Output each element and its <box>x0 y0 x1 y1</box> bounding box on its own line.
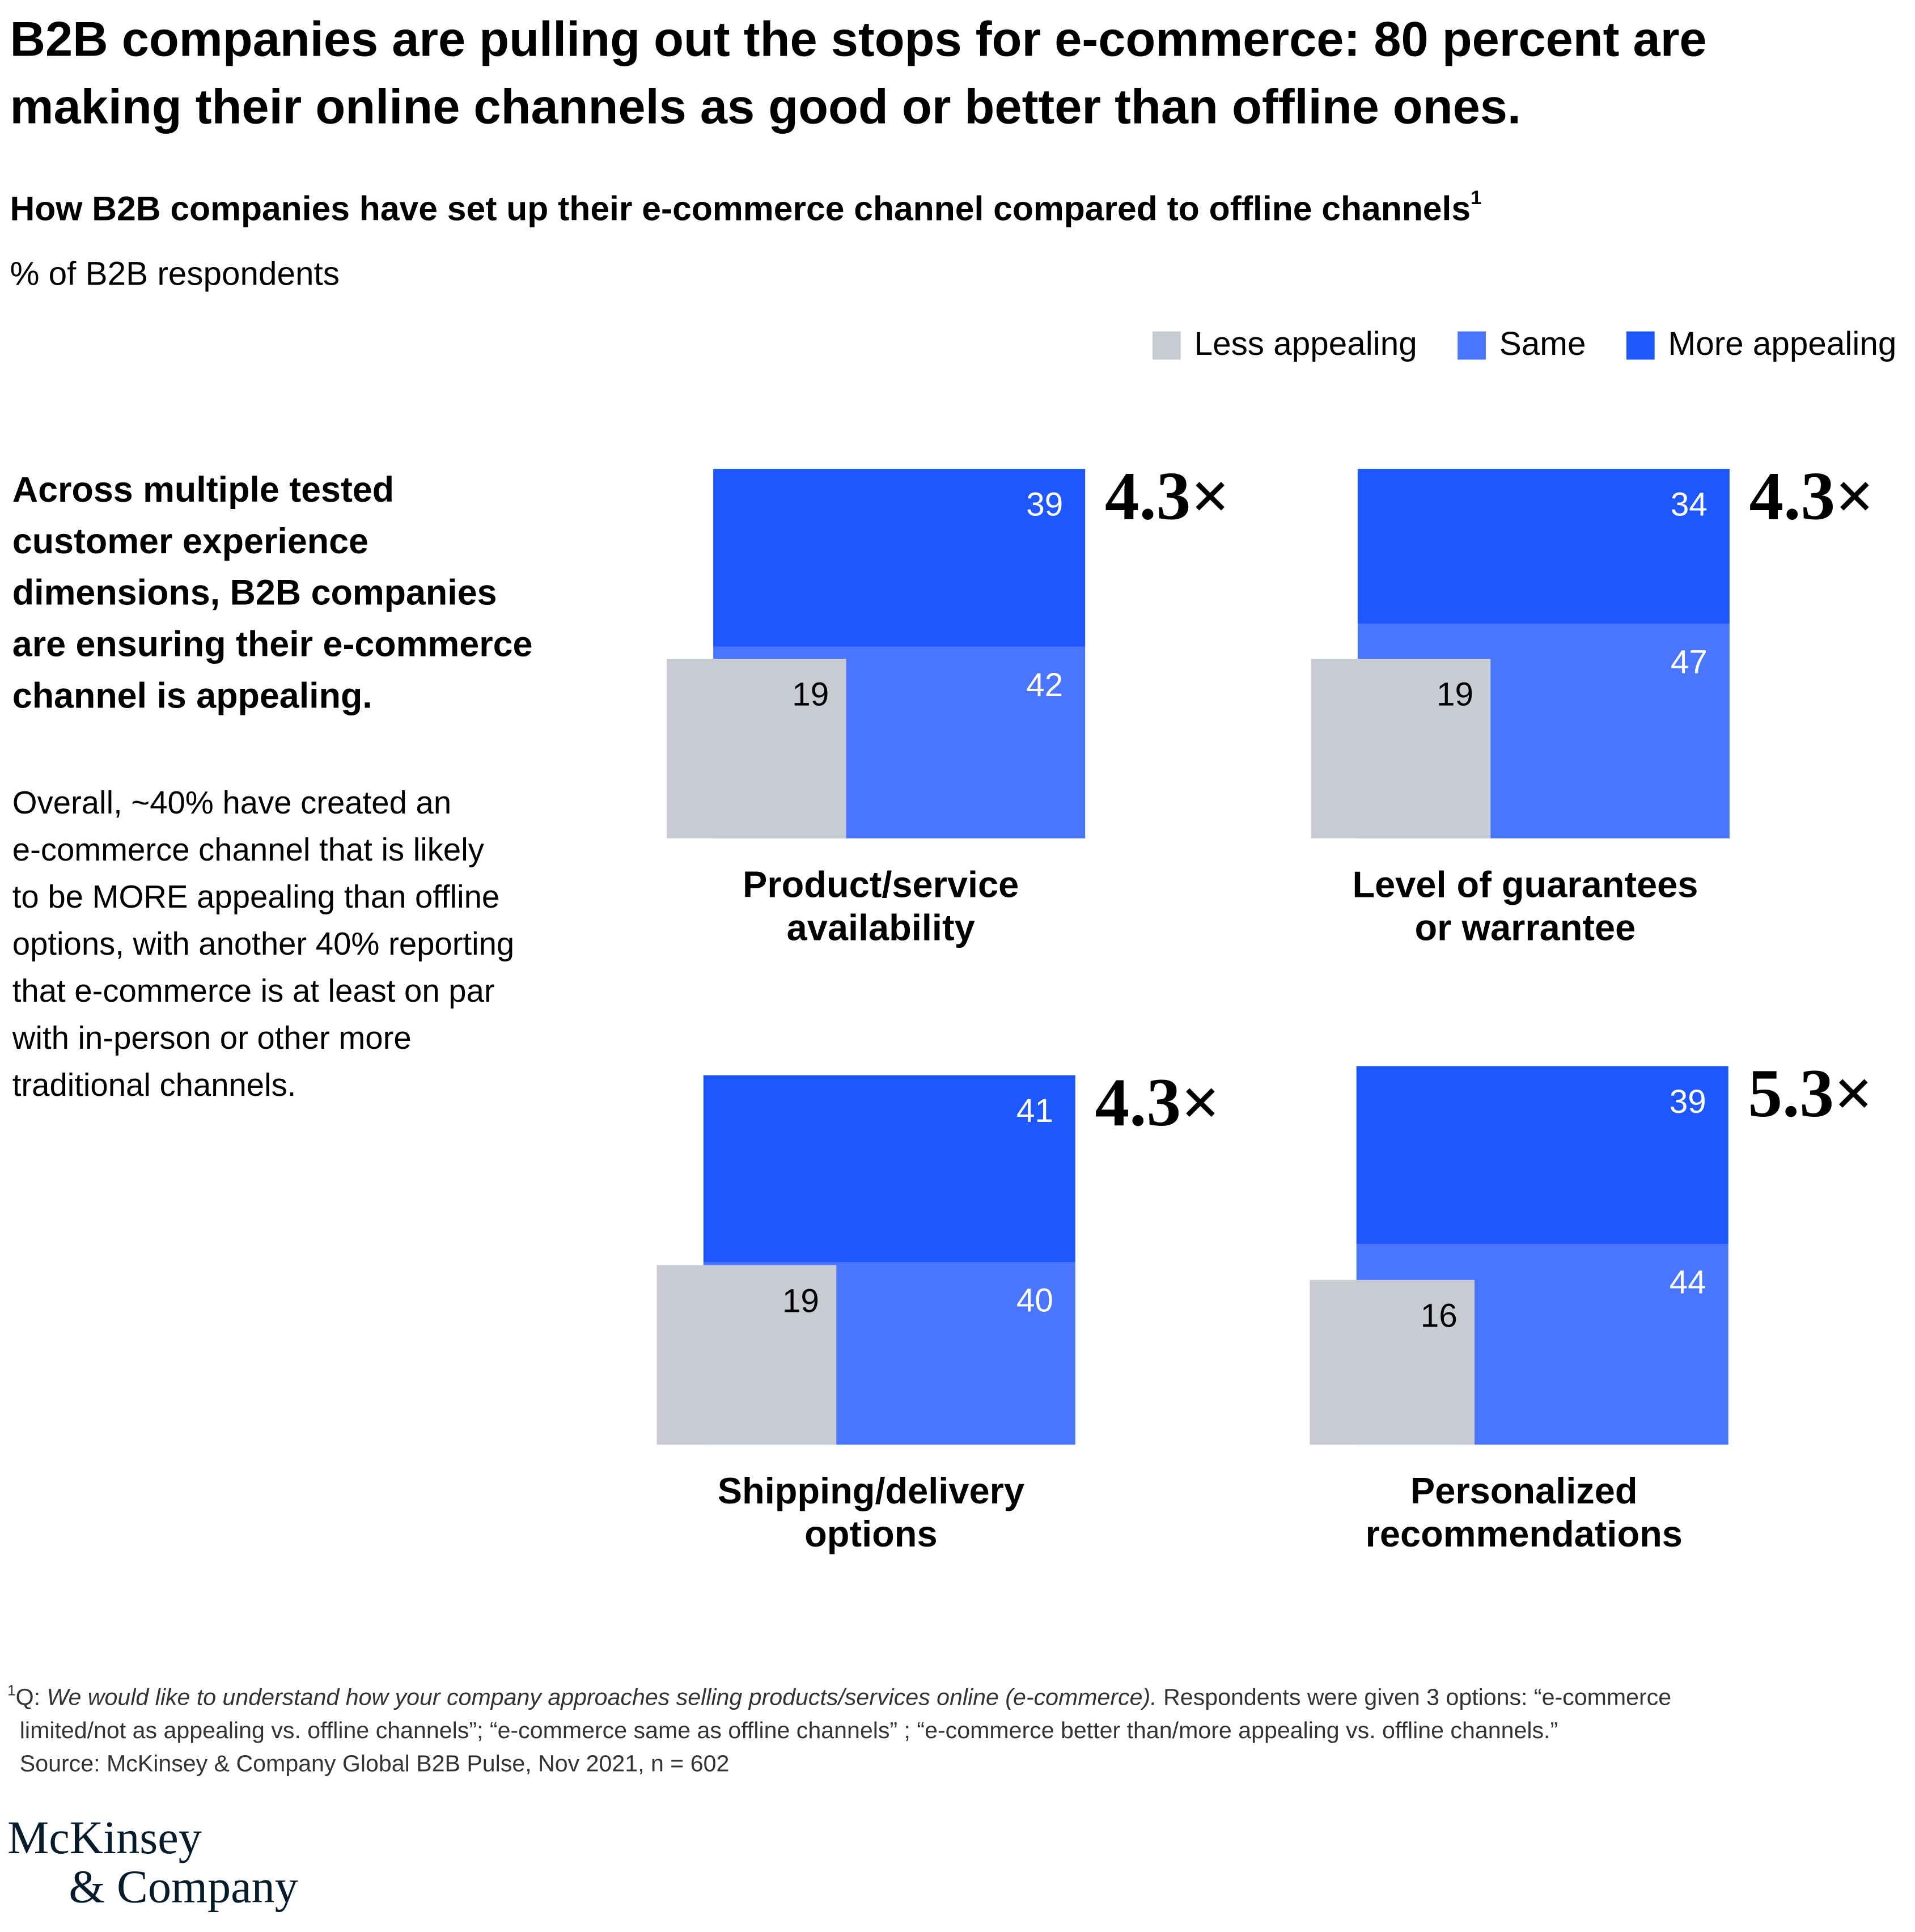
value-label: 19 <box>792 676 829 713</box>
category-label: options <box>804 1513 937 1554</box>
side-heading-line: customer experience <box>12 522 368 561</box>
side-body-line: to be MORE appealing than offline <box>12 879 499 914</box>
legend-label: Same <box>1499 325 1586 362</box>
side-body-line: with in-person or other more <box>12 1020 412 1056</box>
side-body-line: options, with another 40% reporting <box>12 926 514 961</box>
bar-more <box>1356 1066 1728 1244</box>
value-label: 47 <box>1671 644 1708 681</box>
footnote-line: limited/not as appealing vs. offline cha… <box>20 1717 1558 1743</box>
unit-label: % of B2B respondents <box>10 256 339 293</box>
legend-swatch <box>1626 331 1655 360</box>
value-label: 41 <box>1016 1092 1053 1129</box>
multiplier: 4.3× <box>1105 459 1230 535</box>
side-body-line: traditional channels. <box>12 1067 296 1103</box>
value-label: 40 <box>1016 1282 1053 1319</box>
bar-less <box>1311 659 1491 838</box>
footnote-text: Respondents were given 3 options: “e-com… <box>1157 1684 1671 1710</box>
footnote-question: We would like to understand how your com… <box>46 1684 1156 1710</box>
value-label: 34 <box>1671 486 1708 523</box>
logo-line: & Company <box>69 1861 298 1912</box>
subtitle-note: 1 <box>1471 187 1481 209</box>
legend-label: More appealing <box>1668 325 1897 362</box>
bar-less <box>656 1265 837 1445</box>
value-label: 19 <box>1437 676 1473 713</box>
title-line: B2B companies are pulling out the stops … <box>10 12 1706 67</box>
side-heading-line: are ensuring their e-commerce <box>12 625 533 664</box>
footnote-line: 1Q: We would like to understand how your… <box>7 1681 1671 1710</box>
side-body-line: e-commerce channel that is likely <box>12 832 485 867</box>
bar-more <box>703 1075 1075 1262</box>
side-body-line: that e-commerce is at least on par <box>12 973 495 1009</box>
multiplier: 5.3× <box>1748 1056 1873 1132</box>
category-label: Level of guarantees <box>1352 864 1698 905</box>
legend-label: Less appealing <box>1194 325 1417 362</box>
value-label: 19 <box>782 1282 819 1319</box>
side-heading-line: channel is appealing. <box>12 676 372 716</box>
subtitle-text: How B2B companies have set up their e-co… <box>10 189 1471 227</box>
category-label: Personalized <box>1410 1470 1638 1511</box>
legend-swatch <box>1458 331 1486 360</box>
bar-less <box>666 659 846 838</box>
bar-less <box>1310 1279 1475 1445</box>
footnote-prefix: Q: <box>16 1684 47 1710</box>
bar-more <box>713 469 1086 647</box>
legend-swatch <box>1152 331 1181 360</box>
category-label: Product/service <box>743 864 1019 905</box>
value-label: 44 <box>1670 1264 1706 1300</box>
bar-more <box>1357 469 1730 624</box>
value-label: 39 <box>1026 486 1063 523</box>
side-heading-line: Across multiple tested <box>12 470 394 510</box>
side-body-line: Overall, ~40% have created an <box>12 785 451 820</box>
category-label: or warrantee <box>1414 906 1636 948</box>
side-heading-line: dimensions, B2B companies <box>12 573 497 613</box>
value-label: 16 <box>1421 1297 1458 1334</box>
category-label: availability <box>787 906 975 948</box>
value-label: 42 <box>1026 667 1063 704</box>
logo-line: McKinsey <box>7 1812 202 1863</box>
multiplier: 4.3× <box>1095 1065 1221 1141</box>
category-label: Shipping/delivery <box>718 1470 1024 1511</box>
footnote-marker: 1 <box>7 1681 15 1698</box>
subtitle: How B2B companies have set up their e-co… <box>10 187 1481 228</box>
footnote-source: Source: McKinsey & Company Global B2B Pu… <box>20 1750 730 1776</box>
title-line: making their online channels as good or … <box>10 80 1521 134</box>
multiplier: 4.3× <box>1749 459 1875 535</box>
category-label: recommendations <box>1366 1513 1683 1554</box>
value-label: 39 <box>1670 1083 1706 1120</box>
